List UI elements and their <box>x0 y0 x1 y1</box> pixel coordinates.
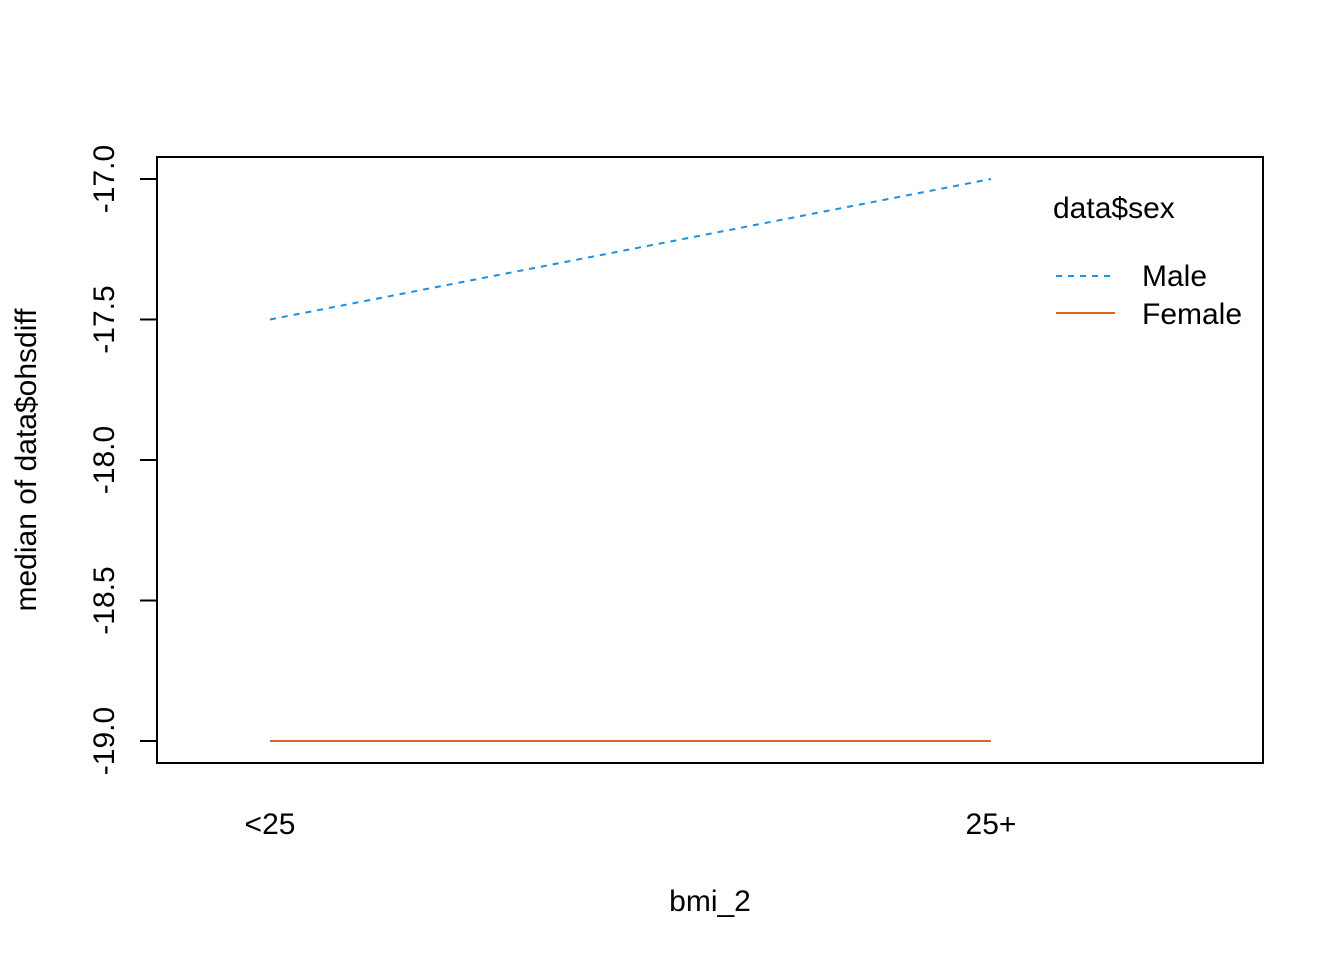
legend-label-male: Male <box>1142 260 1207 293</box>
legend-label-female: Female <box>1142 298 1242 331</box>
y-tick-label: -18.5 <box>88 566 121 634</box>
legend-item-female: Female <box>1056 298 1242 331</box>
x-axis-title: bmi_2 <box>669 885 751 918</box>
y-tick-label: -18.0 <box>88 426 121 494</box>
legend-item-male: Male <box>1056 260 1207 293</box>
x-tick-label: <25 <box>245 808 296 841</box>
legend: data$sex Male Female <box>1053 192 1242 331</box>
plot-frame <box>156 156 1264 764</box>
legend-entries: Male Female <box>1056 260 1242 331</box>
y-axis-title: median of data$ohsdiff <box>10 308 43 612</box>
legend-title: data$sex <box>1053 192 1175 225</box>
y-ticks: -17.0 -17.5 -18.0 -18.5 -19.0 <box>88 145 157 775</box>
x-tick-label: 25+ <box>966 808 1017 841</box>
y-tick-label: -19.0 <box>88 707 121 775</box>
y-tick-label: -17.5 <box>88 285 121 353</box>
x-ticks: <25 25+ <box>245 808 1017 841</box>
y-tick-label: -17.0 <box>88 145 121 213</box>
male-series-line <box>269 178 992 321</box>
y-axis: -17.0 -17.5 -18.0 -18.5 -19.0 <box>88 145 158 775</box>
x-axis: <25 25+ <box>245 808 1017 841</box>
series-layer <box>269 178 992 742</box>
